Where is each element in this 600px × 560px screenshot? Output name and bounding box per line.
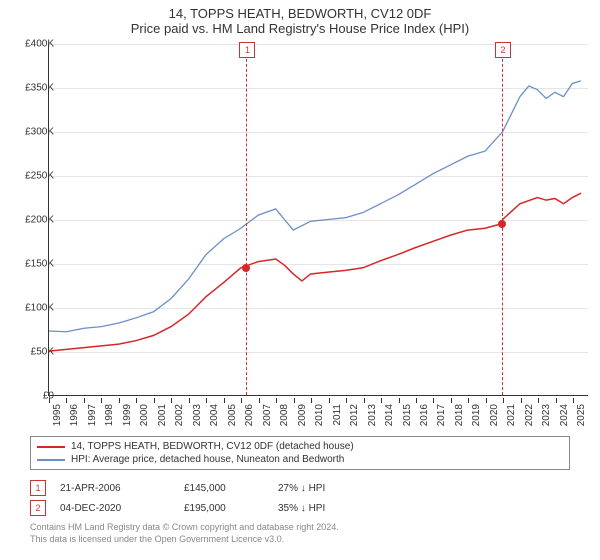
x-tick xyxy=(259,398,260,403)
legend-label-hpi: HPI: Average price, detached house, Nune… xyxy=(71,454,344,465)
x-axis-label: 1999 xyxy=(122,404,133,426)
x-tick xyxy=(503,398,504,403)
x-tick xyxy=(486,398,487,403)
x-tick xyxy=(189,398,190,403)
transaction-hpi-delta: 27% ↓ HPI xyxy=(278,483,368,494)
x-tick xyxy=(311,398,312,403)
x-tick xyxy=(573,398,574,403)
x-axis-label: 2001 xyxy=(157,404,168,426)
x-axis-label: 2021 xyxy=(506,404,517,426)
x-tick xyxy=(101,398,102,403)
x-axis-label: 1995 xyxy=(52,404,63,426)
x-tick xyxy=(451,398,452,403)
transaction-marker-dot xyxy=(498,220,506,228)
x-tick xyxy=(521,398,522,403)
x-axis-label: 2006 xyxy=(244,404,255,426)
x-tick xyxy=(556,398,557,403)
x-tick xyxy=(538,398,539,403)
x-tick xyxy=(294,398,295,403)
x-axis-label: 2000 xyxy=(139,404,150,426)
x-tick xyxy=(416,398,417,403)
x-axis-label: 2014 xyxy=(384,404,395,426)
legend-item-price: 14, TOPPS HEATH, BEDWORTH, CV12 0DF (det… xyxy=(37,440,563,453)
transaction-date: 21-APR-2006 xyxy=(60,483,170,494)
x-tick xyxy=(84,398,85,403)
transaction-marker-badge: 2 xyxy=(495,42,511,58)
y-axis-label: £0 xyxy=(43,391,54,402)
footer-attribution: Contains HM Land Registry data © Crown c… xyxy=(30,522,339,545)
x-tick xyxy=(119,398,120,403)
transaction-marker-dot xyxy=(242,264,250,272)
x-axis-label: 2009 xyxy=(297,404,308,426)
x-axis-label: 2011 xyxy=(332,404,343,426)
x-tick xyxy=(276,398,277,403)
x-tick xyxy=(206,398,207,403)
table-row: 2 04-DEC-2020 £195,000 35% ↓ HPI xyxy=(30,498,368,518)
transaction-marker-badge: 1 xyxy=(239,42,255,58)
x-tick xyxy=(364,398,365,403)
x-tick xyxy=(399,398,400,403)
y-axis-label: £100K xyxy=(25,303,54,314)
x-axis-label: 2008 xyxy=(279,404,290,426)
transaction-marker-line xyxy=(246,44,247,395)
x-tick xyxy=(241,398,242,403)
x-axis-label: 2025 xyxy=(576,404,587,426)
x-axis-label: 2022 xyxy=(524,404,535,426)
x-axis-label: 2015 xyxy=(402,404,413,426)
y-axis-label: £50K xyxy=(31,347,54,358)
chart-title-line1: 14, TOPPS HEATH, BEDWORTH, CV12 0DF xyxy=(0,0,600,21)
x-axis-label: 2013 xyxy=(367,404,378,426)
plot-area: 12 1995199619971998199920002001200220032… xyxy=(48,44,588,396)
transaction-price: £145,000 xyxy=(184,483,264,494)
x-tick xyxy=(171,398,172,403)
y-axis-label: £250K xyxy=(25,171,54,182)
x-axis-label: 2020 xyxy=(489,404,500,426)
x-axis-label: 1996 xyxy=(69,404,80,426)
x-tick xyxy=(136,398,137,403)
x-axis-label: 2023 xyxy=(541,404,552,426)
x-axis-label: 1997 xyxy=(87,404,98,426)
x-tick xyxy=(468,398,469,403)
x-axis-label: 2004 xyxy=(209,404,220,426)
transactions-table: 1 21-APR-2006 £145,000 27% ↓ HPI 2 04-DE… xyxy=(30,478,368,518)
legend-item-hpi: HPI: Average price, detached house, Nune… xyxy=(37,453,563,466)
x-tick xyxy=(154,398,155,403)
transaction-hpi-delta: 35% ↓ HPI xyxy=(278,503,368,514)
y-axis-label: £300K xyxy=(25,127,54,138)
footer-line1: Contains HM Land Registry data © Crown c… xyxy=(30,522,339,534)
x-axis-label: 2010 xyxy=(314,404,325,426)
y-axis-label: £150K xyxy=(25,259,54,270)
x-axis-label: 2018 xyxy=(454,404,465,426)
legend-label-price: 14, TOPPS HEATH, BEDWORTH, CV12 0DF (det… xyxy=(71,441,354,452)
x-axis-label: 2012 xyxy=(349,404,360,426)
x-tick xyxy=(66,398,67,403)
chart-title-line2: Price paid vs. HM Land Registry's House … xyxy=(0,21,600,40)
footer-line2: This data is licensed under the Open Gov… xyxy=(30,534,339,546)
x-tick xyxy=(433,398,434,403)
x-axis-label: 2024 xyxy=(559,404,570,426)
y-axis-label: £200K xyxy=(25,215,54,226)
x-tick xyxy=(329,398,330,403)
x-tick xyxy=(224,398,225,403)
x-axis-label: 2019 xyxy=(471,404,482,426)
x-axis-label: 2016 xyxy=(419,404,430,426)
legend: 14, TOPPS HEATH, BEDWORTH, CV12 0DF (det… xyxy=(30,436,570,470)
transaction-index: 1 xyxy=(30,480,46,496)
transaction-date: 04-DEC-2020 xyxy=(60,503,170,514)
x-tick xyxy=(346,398,347,403)
x-axis-label: 2005 xyxy=(227,404,238,426)
transaction-price: £195,000 xyxy=(184,503,264,514)
x-axis-label: 2017 xyxy=(436,404,447,426)
x-tick xyxy=(381,398,382,403)
x-axis-label: 2002 xyxy=(174,404,185,426)
x-axis-label: 1998 xyxy=(104,404,115,426)
y-axis-label: £350K xyxy=(25,83,54,94)
x-axis-label: 2003 xyxy=(192,404,203,426)
table-row: 1 21-APR-2006 £145,000 27% ↓ HPI xyxy=(30,478,368,498)
transaction-index: 2 xyxy=(30,500,46,516)
y-axis-label: £400K xyxy=(25,39,54,50)
x-axis-label: 2007 xyxy=(262,404,273,426)
